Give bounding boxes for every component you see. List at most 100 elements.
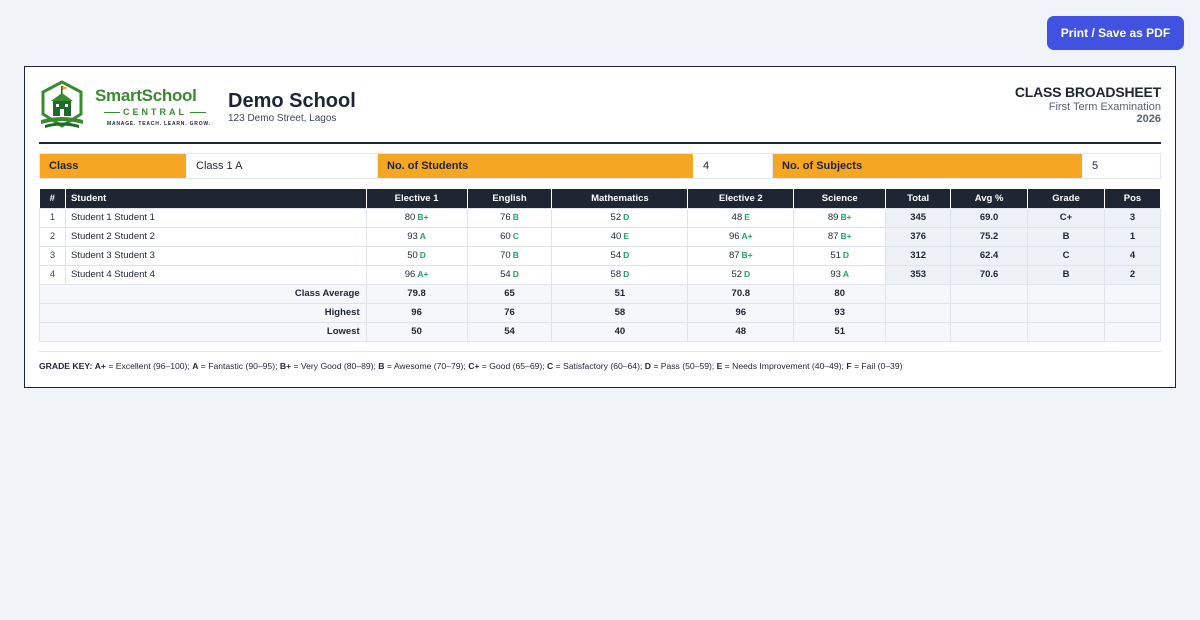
summary-value: 96 — [365, 302, 468, 323]
grade-key-description: = Fantastic (90–95); — [198, 361, 280, 371]
subject-score: 52 D — [551, 207, 689, 228]
subject-score: 48 E — [687, 207, 795, 228]
brand-name: SmartSchool — [95, 86, 197, 105]
score-value: 54 — [500, 269, 511, 280]
exam-term: First Term Examination — [1048, 101, 1161, 113]
print-save-pdf-button[interactable]: Print / Save as PDF — [1047, 16, 1184, 50]
subject-score: 51 D — [793, 245, 887, 266]
student-name: Student 3 Student 3 — [64, 245, 367, 266]
subject-score: 96 A+ — [365, 264, 468, 285]
grade-key-description: = Very Good (80–89); — [291, 361, 379, 371]
summary-label: Lowest — [39, 321, 367, 342]
students-label: No. of Students — [378, 154, 693, 178]
score-value: 50 — [407, 250, 418, 261]
score-grade: A — [419, 231, 426, 241]
subject-score: 52 D — [687, 264, 795, 285]
score-value: 80 — [404, 212, 416, 223]
total-score: 312 — [885, 245, 952, 266]
grade-key-description: = Awesome (70–79); — [384, 361, 469, 371]
summary-value: 70.8 — [687, 283, 795, 304]
table-header-row: # Student Elective 1 English Mathematics Elec… — [39, 189, 1162, 208]
score-grade: D — [623, 269, 630, 279]
summary-value: 80 — [793, 283, 887, 304]
table-row: 2 Student 2 Student 2 93 A 60 C 40 E 96 A+ 87 B+ 376… — [39, 226, 1162, 247]
summary-empty-cell — [1103, 321, 1162, 342]
summary-empty-cell — [1103, 283, 1162, 304]
score-grade: D — [842, 250, 850, 260]
summary-empty-cell — [1103, 302, 1162, 323]
summary-value: 51 — [551, 283, 689, 304]
column-header: Avg % — [950, 189, 1029, 208]
score-grade: E — [623, 231, 630, 241]
summary-value: 96 — [687, 302, 795, 323]
summary-label: Class Average — [39, 283, 367, 304]
summary-empty-cell — [1027, 302, 1105, 323]
grade-key-description: = Needs Improvement (40–49); — [722, 361, 847, 371]
summary-value: 48 — [687, 321, 795, 342]
score-grade: A — [842, 269, 850, 279]
score-grade: A+ — [417, 269, 429, 279]
score-grade: D — [744, 269, 751, 279]
summary-value: 65 — [466, 283, 553, 304]
summary-value: 93 — [793, 302, 887, 323]
row-index: 2 — [39, 226, 66, 247]
subject-score: 87 B+ — [687, 245, 795, 266]
score-grade: A+ — [741, 231, 753, 241]
column-header: Pos — [1104, 189, 1162, 208]
subject-score: 89 B+ — [793, 207, 887, 228]
score-value: 54 — [610, 250, 622, 261]
grade-key: GRADE KEY: A+ = Excellent (96–100); A = … — [39, 361, 902, 371]
summary-value: 76 — [466, 302, 553, 323]
column-header: Mathematics — [551, 189, 689, 208]
table-row: 1 Student 1 Student 1 80 B+ 76 B 52 D 48 E 89 B+ 345… — [39, 207, 1162, 228]
subject-score: 93 A — [793, 264, 887, 285]
subject-score: 50 D — [365, 245, 468, 266]
divider — [39, 351, 1161, 352]
summary-row: Lowest 50 54 40 48 51 — [39, 321, 1162, 342]
grade-key-grade: B+ — [279, 361, 292, 371]
score-grade: C — [512, 231, 519, 241]
score-value: 52 — [610, 212, 622, 223]
grade-key-description: = Fail (0–39) — [851, 361, 903, 371]
column-header: Grade — [1027, 189, 1105, 208]
subject-score: 70 B — [466, 245, 553, 266]
summary-empty-cell — [950, 321, 1029, 342]
score-value: 40 — [610, 231, 622, 242]
score-grade: B — [512, 212, 519, 222]
broadsheet-document: SmartSchool CENTRAL MANAGE. TEACH. LEARN… — [24, 66, 1176, 388]
overall-grade: C — [1027, 245, 1105, 266]
score-grade: D — [419, 250, 426, 260]
score-grade: D — [512, 269, 519, 279]
class-value: Class 1 A — [186, 154, 378, 178]
score-value: 87 — [827, 231, 839, 242]
subject-score: 54 D — [551, 245, 689, 266]
position: 2 — [1103, 264, 1162, 285]
grade-key-description: = Satisfactory (60–64); — [553, 361, 645, 371]
average-percent: 69.0 — [950, 207, 1029, 228]
score-value: 76 — [500, 212, 511, 223]
row-index: 3 — [39, 245, 66, 266]
school-address: 123 Demo Street, Lagos — [228, 113, 337, 124]
table-row: 3 Student 3 Student 3 50 D 70 B 54 D 87 B+ 51 D 312 6… — [39, 245, 1162, 266]
subject-score: 76 B — [466, 207, 553, 228]
student-name: Student 2 Student 2 — [64, 226, 367, 247]
column-header: English — [467, 189, 553, 208]
class-label: Class — [40, 154, 186, 178]
summary-value: 79.8 — [365, 283, 468, 304]
score-grade: B — [512, 250, 519, 260]
brand-tagline: MANAGE. TEACH. LEARN. GROW. — [107, 121, 211, 127]
average-percent: 70.6 — [950, 264, 1029, 285]
grade-key-grade: C — [547, 361, 554, 371]
score-value: 96 — [404, 269, 416, 280]
score-value: 89 — [827, 212, 839, 223]
score-grade: B+ — [417, 212, 429, 222]
subject-score: 40 E — [551, 226, 689, 247]
school-shield-icon — [41, 80, 83, 128]
score-grade: D — [623, 250, 630, 260]
position: 3 — [1103, 207, 1162, 228]
column-header: Science — [793, 189, 887, 208]
subject-score: 54 D — [466, 264, 553, 285]
grade-key-grade: E — [716, 361, 723, 371]
score-grade: B+ — [840, 231, 852, 241]
subject-score: 93 A — [365, 226, 468, 247]
